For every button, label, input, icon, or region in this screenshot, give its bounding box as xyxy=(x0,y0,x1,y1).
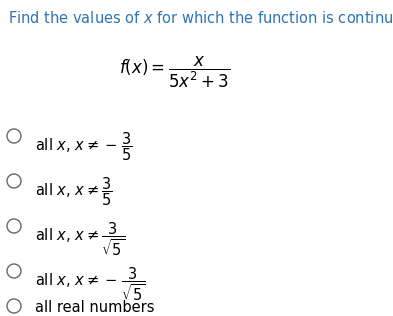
Text: all $x$, $x \neq -\,\dfrac{3}{5}$: all $x$, $x \neq -\,\dfrac{3}{5}$ xyxy=(35,130,133,162)
Text: Find the values of $x$ for which the function is continuous.: Find the values of $x$ for which the fun… xyxy=(8,10,393,26)
Text: all $x$, $x \neq \dfrac{3}{5}$: all $x$, $x \neq \dfrac{3}{5}$ xyxy=(35,175,113,208)
Text: all $x$, $x \neq \dfrac{3}{\sqrt{5}}$: all $x$, $x \neq \dfrac{3}{\sqrt{5}}$ xyxy=(35,220,125,258)
Text: all real numbers: all real numbers xyxy=(35,300,154,315)
Text: $f(x) = \dfrac{x}{5x^2 + 3}$: $f(x) = \dfrac{x}{5x^2 + 3}$ xyxy=(119,55,231,90)
Text: all $x$, $x \neq -\,\dfrac{3}{\sqrt{5}}$: all $x$, $x \neq -\,\dfrac{3}{\sqrt{5}}$ xyxy=(35,265,145,302)
